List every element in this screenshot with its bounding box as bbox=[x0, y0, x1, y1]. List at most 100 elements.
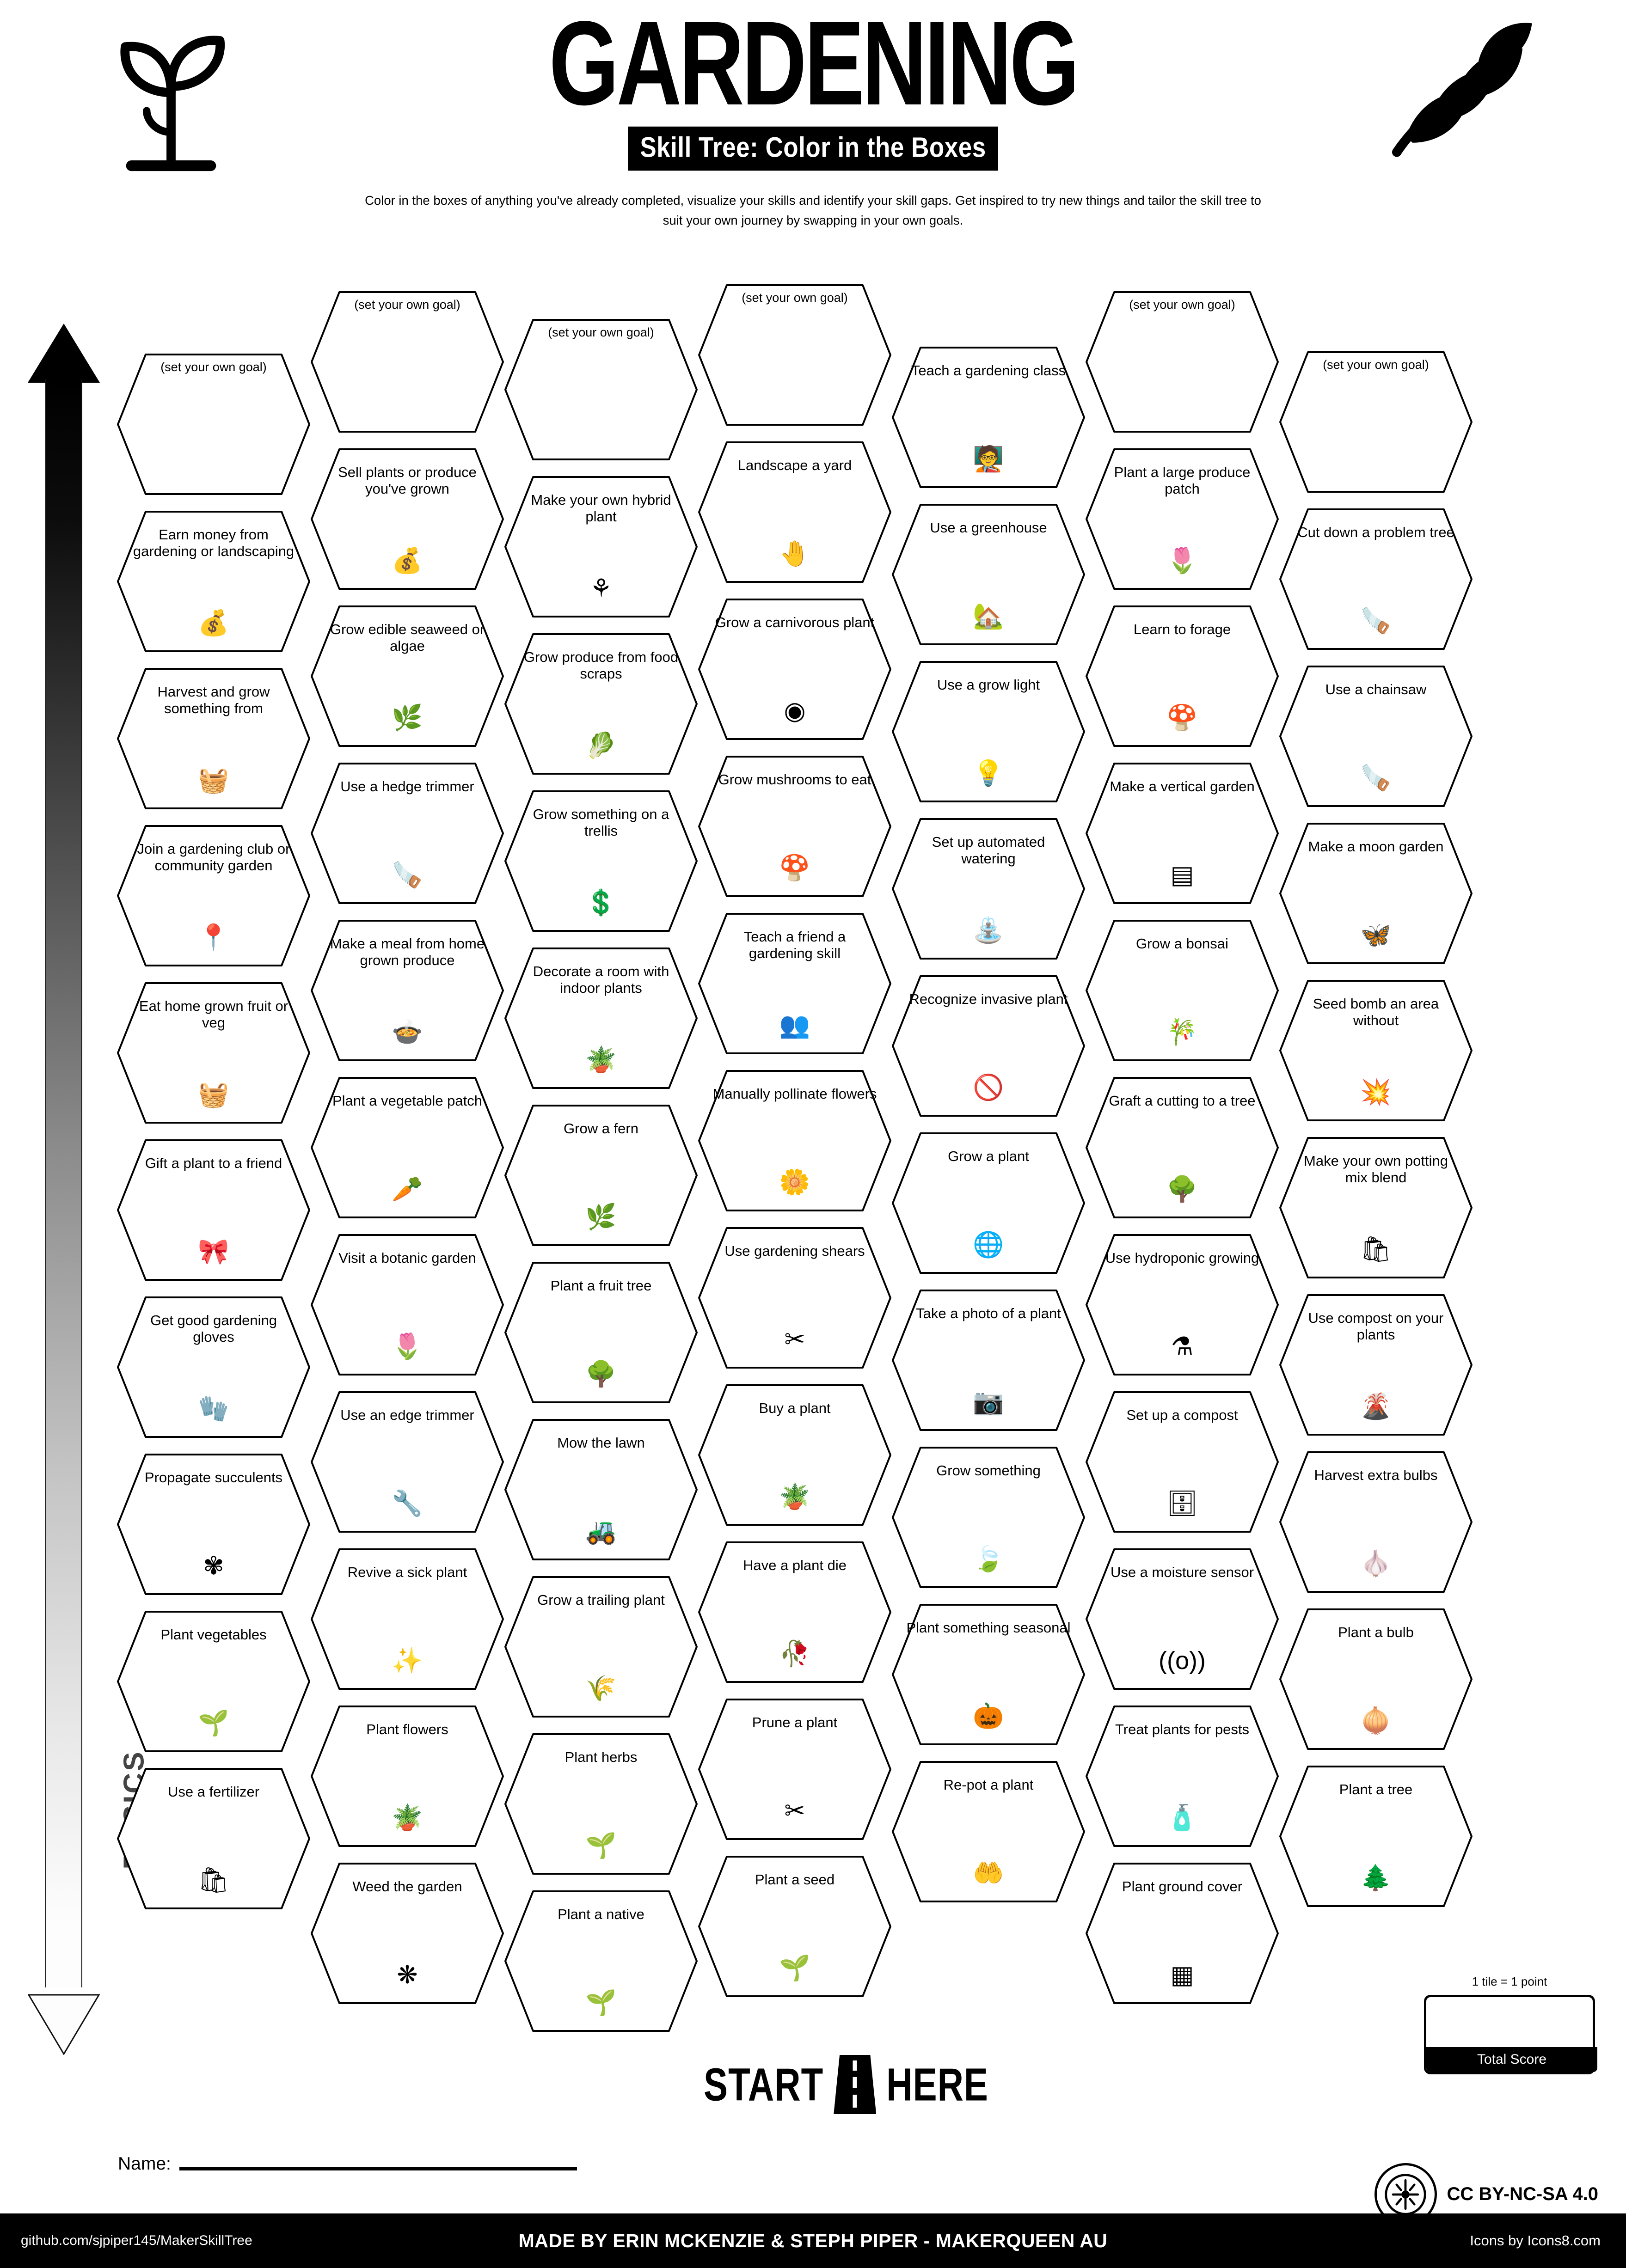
flower-bed-icon: 🌷 bbox=[392, 1333, 423, 1360]
skill-tile-label: Use a chainsaw bbox=[1325, 681, 1427, 697]
skill-tile[interactable]: Cut down a problem tree 🪚 bbox=[1279, 508, 1473, 650]
skill-tile-label: Set up automated watering bbox=[932, 834, 1045, 867]
skill-tile[interactable]: Use hydroponic growing ⚗ bbox=[1086, 1234, 1279, 1375]
seedling-icon: 🌱 bbox=[779, 1954, 810, 1982]
skill-tile[interactable]: (set your own goal) bbox=[117, 354, 310, 495]
skill-tile-label: Revive a sick plant bbox=[347, 1564, 467, 1580]
skill-tile[interactable]: Recognize invasive plant 🚫 bbox=[892, 975, 1085, 1117]
skill-tile[interactable]: Earn money from gardening or landscaping… bbox=[117, 511, 310, 652]
footer-github-link[interactable]: github.com/sjpiper145/MakerSkillTree bbox=[21, 2233, 252, 2248]
skill-tile[interactable]: Decorate a room with indoor plants 🪴 bbox=[504, 948, 698, 1089]
skill-tile[interactable]: Learn to forage 🍄 bbox=[1086, 605, 1279, 747]
pollinate-icon: 🌼 bbox=[779, 1168, 810, 1196]
skill-tile[interactable]: Plant a large produce patch 🌷 bbox=[1086, 448, 1279, 590]
skill-tile[interactable]: Use a grow light 💡 bbox=[892, 661, 1085, 802]
skill-tile-label: Plant a large produce patch bbox=[1114, 464, 1251, 497]
skill-tile[interactable]: Plant a vegetable patch 🥕 bbox=[311, 1077, 504, 1218]
skill-tile[interactable]: Eat home grown fruit or veg 🧺 bbox=[117, 982, 310, 1124]
skill-tile[interactable]: Mow the lawn 🚜 bbox=[504, 1419, 698, 1560]
skill-tile[interactable]: Graft a cutting to a tree 🌳 bbox=[1086, 1077, 1279, 1218]
skill-tile[interactable]: Use a greenhouse 🏡 bbox=[892, 504, 1085, 645]
skill-tile[interactable]: Take a photo of a plant 📷 bbox=[892, 1290, 1085, 1431]
skill-tile[interactable]: Harvest extra bulbs 🧄 bbox=[1279, 1451, 1473, 1593]
skill-tile[interactable]: Plant a native 🌱 bbox=[504, 1890, 698, 2032]
skill-tile[interactable]: Set up automated watering ⛲ bbox=[892, 818, 1085, 960]
intro-blurb: Color in the boxes of anything you've al… bbox=[365, 193, 1261, 228]
skill-tile[interactable]: Use compost on your plants 🌋 bbox=[1279, 1294, 1473, 1436]
skill-tile[interactable]: (set your own goal) bbox=[504, 319, 698, 460]
name-field[interactable]: Name: bbox=[118, 2154, 577, 2174]
skill-tile[interactable]: Use a fertilizer 🛍 bbox=[117, 1768, 310, 1909]
score-input-box[interactable]: Total Score bbox=[1424, 1995, 1597, 2074]
skill-tile[interactable]: Grow a trailing plant 🌾 bbox=[504, 1576, 698, 1718]
skill-tile[interactable]: Prune a plant ✂ bbox=[698, 1699, 891, 1840]
skill-tile[interactable]: Use a moisture sensor ((o)) bbox=[1086, 1548, 1279, 1690]
skill-tile[interactable]: Plant ground cover ▦ bbox=[1086, 1863, 1279, 2004]
skill-tile-label: (set your own goal) bbox=[742, 291, 848, 305]
skill-tile[interactable]: (set your own goal) bbox=[1086, 291, 1279, 433]
total-score-widget[interactable]: 1 tile = 1 point Total Score bbox=[1424, 1975, 1597, 2074]
skill-tile[interactable]: Harvest and grow something from 🧺 bbox=[117, 668, 310, 809]
skill-tile[interactable]: Use an edge trimmer 🔧 bbox=[311, 1391, 504, 1533]
sprout-pair-icon: 🌱 bbox=[585, 1989, 617, 2017]
skill-tile[interactable]: Set up a compost 🗄 bbox=[1086, 1391, 1279, 1533]
skill-tile-label: Cut down a problem tree bbox=[1297, 524, 1454, 540]
skill-tile[interactable]: Treat plants for pests 🧴 bbox=[1086, 1706, 1279, 1847]
fern-icon: 🌿 bbox=[585, 1203, 617, 1231]
skill-tile[interactable]: Plant vegetables 🌱 bbox=[117, 1611, 310, 1752]
skill-tile[interactable]: Grow something 🍃 bbox=[892, 1447, 1085, 1588]
skill-tile-label: Propagate succulents bbox=[144, 1469, 283, 1486]
name-rule[interactable] bbox=[179, 2167, 577, 2170]
skill-tile[interactable]: Plant a bulb 🧅 bbox=[1279, 1608, 1473, 1750]
skill-tile[interactable]: Sell plants or produce you've grown 💰 bbox=[311, 448, 504, 590]
skill-tile[interactable]: Grow a bonsai 🎋 bbox=[1086, 920, 1279, 1061]
skill-tile[interactable]: Make your own potting mix blend 🛍 bbox=[1279, 1137, 1473, 1278]
skill-tile-label: Plant flowers bbox=[366, 1721, 448, 1737]
chainsaw-icon: 🪚 bbox=[1360, 764, 1392, 792]
skill-tile[interactable]: (set your own goal) bbox=[698, 284, 891, 426]
skill-tile-label: Plant something seasonal bbox=[906, 1620, 1071, 1636]
skill-tile[interactable]: Manually pollinate flowers 🌼 bbox=[698, 1070, 891, 1211]
skill-tile[interactable]: Make a moon garden 🦋 bbox=[1279, 823, 1473, 964]
skill-tile[interactable]: Teach a gardening class 🧑‍🏫 bbox=[892, 347, 1085, 488]
skill-tile[interactable]: Use gardening shears ✂ bbox=[698, 1227, 891, 1369]
skill-tile[interactable]: Grow produce from food scraps 🥬 bbox=[504, 633, 698, 775]
skill-tile[interactable]: Grow a plant 🌐 bbox=[892, 1132, 1085, 1274]
skill-tile[interactable]: Make a vertical garden ▤ bbox=[1086, 763, 1279, 904]
greenhouse-icon: 🏡 bbox=[973, 602, 1004, 630]
skill-tile[interactable]: Grow a fern 🌿 bbox=[504, 1105, 698, 1246]
skill-tile[interactable]: Join a gardening club or community garde… bbox=[117, 825, 310, 966]
skill-tile[interactable]: Plant a fruit tree 🌳 bbox=[504, 1262, 698, 1403]
skill-tile[interactable]: Teach a friend a gardening skill 👥 bbox=[698, 913, 891, 1054]
skill-tile[interactable]: Revive a sick plant ✨ bbox=[311, 1548, 504, 1690]
skill-tile-label: Earn money from gardening or landscaping bbox=[133, 526, 295, 559]
skill-tile[interactable]: Visit a botanic garden 🌷 bbox=[311, 1234, 504, 1375]
skill-tile[interactable]: (set your own goal) bbox=[311, 291, 504, 433]
skill-tile-label: Re-pot a plant bbox=[943, 1777, 1034, 1793]
skill-tile[interactable]: Buy a plant 🪴 bbox=[698, 1384, 891, 1526]
skill-tile[interactable]: Grow mushrooms to eat 🍄 bbox=[698, 756, 891, 897]
skill-tile[interactable]: Seed bomb an area without 💥 bbox=[1279, 980, 1473, 1121]
skill-tile[interactable]: Plant flowers 🪴 bbox=[311, 1706, 504, 1847]
skill-tile[interactable]: Landscape a yard 🤚 bbox=[698, 441, 891, 583]
skill-tile[interactable]: (set your own goal) bbox=[1279, 351, 1473, 493]
skill-tile[interactable]: Grow something on a trellis 💲 bbox=[504, 790, 698, 932]
skill-tile[interactable]: Re-pot a plant 🤲 bbox=[892, 1761, 1085, 1902]
skill-tile-label: Plant ground cover bbox=[1122, 1878, 1243, 1895]
skill-tile[interactable]: Weed the garden ❋ bbox=[311, 1863, 504, 2004]
skill-tile[interactable]: Gift a plant to a friend 🎀 bbox=[117, 1139, 310, 1281]
skill-tile[interactable]: Plant a tree 🌲 bbox=[1279, 1766, 1473, 1907]
skill-tile[interactable]: Use a hedge trimmer 🪚 bbox=[311, 763, 504, 904]
skill-tile[interactable]: Propagate succulents ✾ bbox=[117, 1454, 310, 1595]
skill-tile[interactable]: Plant something seasonal 🎃 bbox=[892, 1604, 1085, 1745]
skill-tile[interactable]: Make your own hybrid plant ⚘ bbox=[504, 476, 698, 617]
skill-tile[interactable]: Use a chainsaw 🪚 bbox=[1279, 666, 1473, 807]
skill-tile[interactable]: Get good gardening gloves 🧤 bbox=[117, 1296, 310, 1438]
skill-tile[interactable]: Plant herbs 🌱 bbox=[504, 1733, 698, 1875]
skill-tile[interactable]: Have a plant die 🥀 bbox=[698, 1541, 891, 1683]
skill-tile[interactable]: Grow edible seaweed or algae 🌿 bbox=[311, 605, 504, 747]
skill-tile[interactable]: Grow a carnivorous plant ◉ bbox=[698, 599, 891, 740]
skill-tile[interactable]: Make a meal from home grown produce 🍲 bbox=[311, 920, 504, 1061]
skill-tile-label: Eat home grown fruit or veg bbox=[139, 998, 288, 1031]
skill-tile[interactable]: Plant a seed 🌱 bbox=[698, 1856, 891, 1997]
